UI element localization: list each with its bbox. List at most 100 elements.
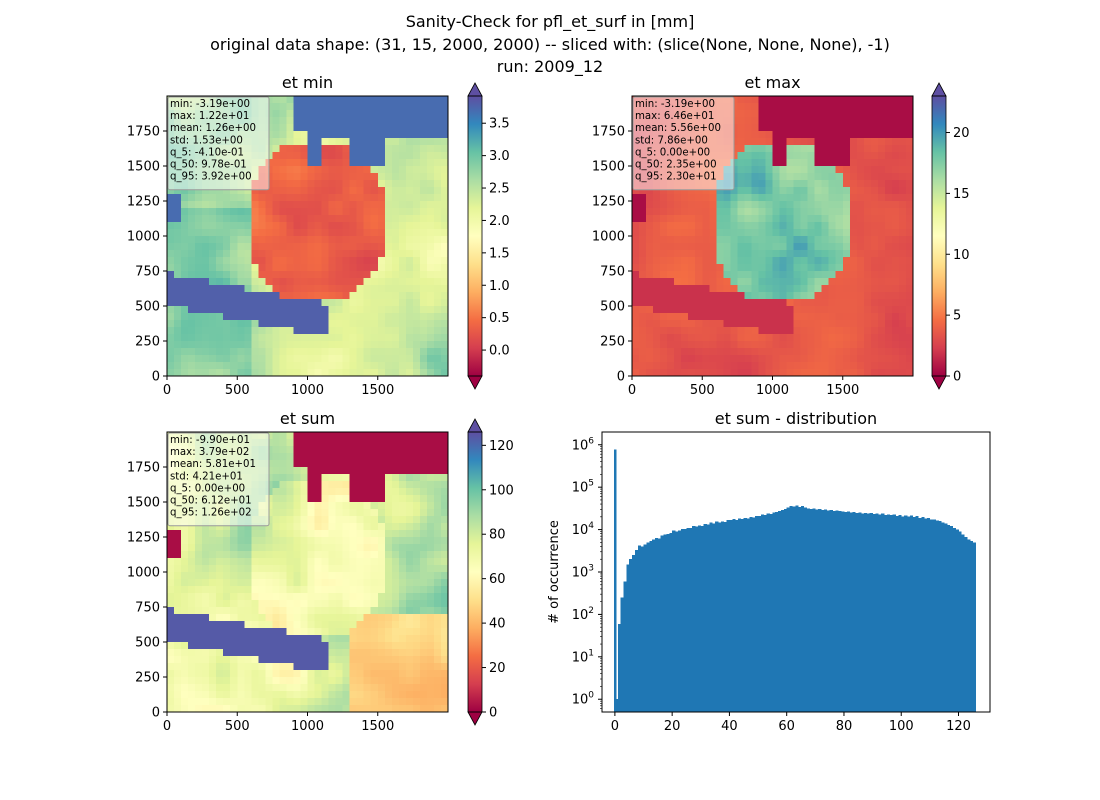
heatmap-cell	[286, 138, 295, 146]
heatmap-cell	[891, 187, 900, 195]
heatmap-cell	[800, 208, 809, 216]
heatmap-cell	[377, 509, 386, 517]
heatmap-cell	[891, 306, 900, 314]
heatmap-cell	[251, 250, 259, 258]
heatmap-cell	[765, 145, 774, 153]
heatmap-cell	[653, 334, 661, 342]
heatmap-cell	[209, 684, 217, 692]
heatmap-cell	[209, 264, 217, 272]
heatmap-cell	[419, 222, 428, 230]
heatmap-cell	[440, 348, 449, 356]
heatmap-cell	[349, 327, 358, 335]
heatmap-cell	[440, 593, 449, 601]
heatmap-cell	[223, 285, 231, 293]
heatmap-cell	[265, 299, 273, 307]
heatmap-cell	[328, 201, 337, 209]
heatmap-cell	[195, 600, 203, 608]
heatmap-cell	[716, 215, 724, 223]
heatmap-cell	[279, 299, 288, 307]
heatmap-cell	[884, 222, 893, 230]
heatmap-cell	[258, 285, 266, 293]
heatmap-cell	[293, 96, 302, 104]
heatmap-cell	[405, 180, 414, 188]
heatmap-cell	[377, 663, 386, 671]
heatmap-cell	[898, 96, 907, 104]
heatmap-cell	[314, 691, 323, 699]
heatmap-cell	[195, 586, 203, 594]
heatmap-cell	[398, 306, 407, 314]
heatmap-cell	[216, 215, 224, 223]
heatmap-cell	[440, 103, 449, 111]
heatmap-cell	[307, 194, 316, 202]
heatmap-cell	[314, 621, 323, 629]
heatmap-cell	[426, 607, 435, 615]
heatmap-cell	[356, 495, 365, 503]
heatmap-cell	[174, 586, 182, 594]
heatmap-cell	[849, 187, 858, 195]
heatmap-cell	[279, 460, 288, 468]
heatmap-cell	[384, 621, 393, 629]
heatmap-cell	[667, 250, 675, 258]
heatmap-cell	[695, 215, 703, 223]
heatmap-cell	[258, 551, 266, 559]
heatmap-cell	[307, 495, 316, 503]
heatmap-cell	[758, 320, 767, 328]
heatmap-cell	[363, 663, 372, 671]
heatmap-cell	[730, 187, 738, 195]
heatmap-cell	[349, 103, 358, 111]
heatmap-cell	[856, 152, 865, 160]
heatmap-cell	[891, 96, 900, 104]
stats-line: std: 1.53e+00	[170, 135, 243, 146]
heatmap-cell	[398, 166, 407, 174]
heatmap-cell	[363, 642, 372, 650]
heatmap-cell	[779, 152, 788, 160]
heatmap-cell	[681, 362, 689, 370]
heatmap-cell	[321, 145, 330, 153]
heatmap-cell	[391, 229, 400, 237]
heatmap-cell	[328, 257, 337, 265]
heatmap-cell	[195, 313, 203, 321]
heatmap-cell	[667, 208, 675, 216]
heatmap-cell	[279, 278, 288, 286]
heatmap-cell	[653, 355, 661, 363]
heatmap-cell	[905, 131, 914, 139]
heatmap-cell	[216, 649, 224, 657]
heatmap-cell	[709, 229, 717, 237]
heatmap-cell	[377, 187, 386, 195]
heatmap-cell	[702, 320, 710, 328]
heatmap-cell	[272, 439, 281, 447]
heatmap-cell	[667, 306, 675, 314]
heatmap-cell	[167, 215, 175, 223]
heatmap-cell	[863, 285, 872, 293]
heatmap-cell	[307, 593, 316, 601]
heatmap-cell	[293, 572, 302, 580]
heatmap-cell	[377, 313, 386, 321]
heatmap-cell	[384, 138, 393, 146]
heatmap-cell	[786, 159, 795, 167]
heatmap-cell	[433, 138, 442, 146]
heatmap-cell	[863, 299, 872, 307]
heatmap-cell	[632, 299, 640, 307]
heatmap-cell	[265, 334, 273, 342]
heatmap-cell	[342, 453, 351, 461]
heatmap-cell	[363, 306, 372, 314]
heatmap-cell	[272, 572, 281, 580]
heatmap-cell	[856, 124, 865, 132]
heatmap-cell	[307, 586, 316, 594]
heatmap-cell	[800, 187, 809, 195]
heatmap-cell	[751, 166, 760, 174]
heatmap-cell	[433, 222, 442, 230]
heatmap-cell	[328, 124, 337, 132]
heatmap-cell	[405, 544, 414, 552]
heatmap-cell	[835, 285, 844, 293]
heatmap-cell	[898, 313, 907, 321]
heatmap-cell	[412, 264, 421, 272]
heatmap-cell	[405, 327, 414, 335]
heatmap-cell	[898, 362, 907, 370]
heatmap-cell	[709, 313, 717, 321]
heatmap-cell	[363, 516, 372, 524]
heatmap-cell	[230, 208, 238, 216]
heatmap-cell	[293, 201, 302, 209]
heatmap-cell	[307, 166, 316, 174]
heatmap-cell	[426, 236, 435, 244]
